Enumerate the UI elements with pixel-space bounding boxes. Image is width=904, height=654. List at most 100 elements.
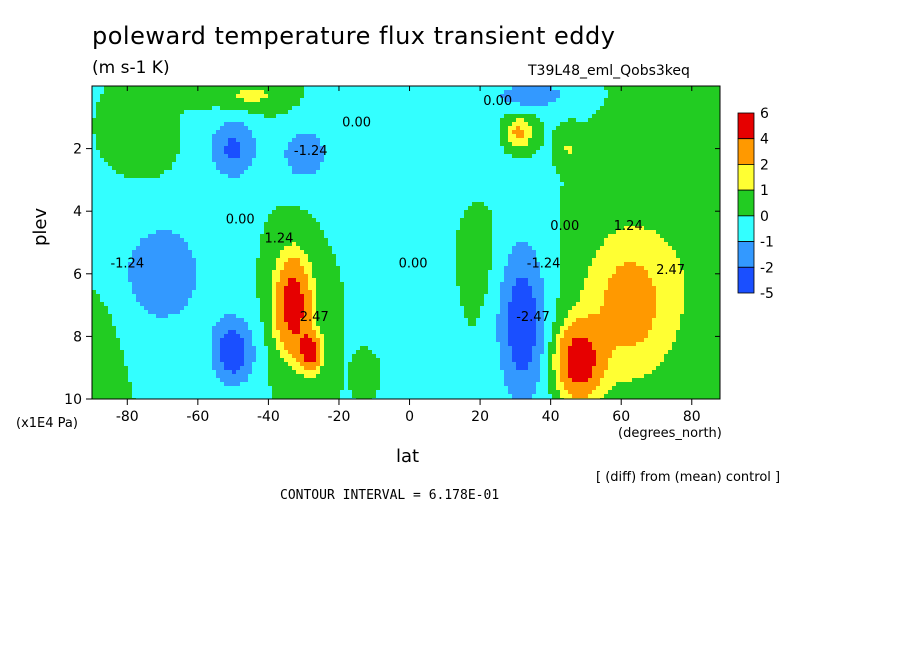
field-cell [284, 162, 288, 166]
field-cell [500, 194, 504, 198]
field-cell [240, 174, 244, 178]
field-cell [640, 138, 644, 142]
field-cell [428, 142, 432, 146]
field-cell [244, 174, 248, 178]
field-cell [368, 90, 372, 94]
field-cell [672, 174, 676, 178]
field-cell [476, 142, 480, 146]
field-cell [244, 170, 248, 174]
field-cell [544, 186, 548, 190]
field-cell [548, 186, 552, 190]
field-cell [604, 202, 608, 206]
field-cell [248, 90, 252, 94]
field-cell [576, 102, 580, 106]
field-cell [420, 210, 424, 214]
field-cell [424, 138, 428, 142]
field-cell [496, 154, 500, 158]
field-cell [124, 126, 128, 130]
field-cell [288, 202, 292, 206]
field-cell [200, 186, 204, 190]
field-cell [344, 206, 348, 210]
field-cell [116, 126, 120, 130]
field-cell [616, 146, 620, 150]
field-cell [260, 182, 264, 186]
field-cell [284, 194, 288, 198]
field-cell [208, 130, 212, 134]
field-cell [468, 174, 472, 178]
field-cell [204, 130, 208, 134]
field-cell [384, 106, 388, 110]
field-cell [176, 118, 180, 122]
field-cell [572, 166, 576, 170]
field-cell [128, 110, 132, 114]
field-cell [356, 210, 360, 214]
field-cell [284, 142, 288, 146]
field-cell [164, 142, 168, 146]
field-cell [544, 122, 548, 126]
field-cell [240, 178, 244, 182]
field-cell [396, 186, 400, 190]
field-cell [444, 126, 448, 130]
field-cell [352, 130, 356, 134]
field-cell [580, 86, 584, 90]
field-cell [496, 174, 500, 178]
field-cell [496, 166, 500, 170]
field-cell [104, 146, 108, 150]
field-cell [144, 162, 148, 166]
field-cell [120, 130, 124, 134]
field-cell [296, 166, 300, 170]
field-cell [320, 206, 324, 210]
field-cell [704, 182, 708, 186]
field-cell [264, 106, 268, 110]
field-cell [472, 106, 476, 110]
field-cell [624, 162, 628, 166]
field-cell [484, 154, 488, 158]
field-cell [352, 150, 356, 154]
field-cell [664, 90, 668, 94]
field-cell [388, 134, 392, 138]
field-cell [260, 106, 264, 110]
field-cell [208, 186, 212, 190]
field-cell [328, 114, 332, 118]
field-cell [684, 182, 688, 186]
field-cell [140, 138, 144, 142]
field-cell [684, 150, 688, 154]
field-cell [652, 106, 656, 110]
field-cell [160, 202, 164, 206]
field-cell [280, 122, 284, 126]
field-cell [328, 194, 332, 198]
field-cell [328, 138, 332, 142]
field-cell [652, 146, 656, 150]
field-cell [652, 114, 656, 118]
field-cell [476, 146, 480, 150]
field-cell [124, 202, 128, 206]
field-cell [360, 138, 364, 142]
field-cell [204, 114, 208, 118]
field-cell [376, 178, 380, 182]
field-cell [444, 90, 448, 94]
field-cell [260, 186, 264, 190]
field-cell [232, 162, 236, 166]
field-cell [392, 106, 396, 110]
field-cell [588, 174, 592, 178]
field-cell [168, 182, 172, 186]
field-cell [112, 138, 116, 142]
field-cell [312, 106, 316, 110]
field-cell [688, 150, 692, 154]
field-cell [396, 110, 400, 114]
field-cell [168, 178, 172, 182]
field-cell [468, 194, 472, 198]
field-cell [300, 206, 304, 210]
field-cell [528, 138, 532, 142]
field-cell [196, 150, 200, 154]
field-cell [624, 166, 628, 170]
field-cell [308, 210, 312, 214]
field-cell [372, 186, 376, 190]
field-cell [464, 106, 468, 110]
field-cell [668, 154, 672, 158]
field-cell [420, 194, 424, 198]
field-cell [612, 110, 616, 114]
field-cell [180, 146, 184, 150]
field-cell [196, 130, 200, 134]
field-cell [132, 170, 136, 174]
